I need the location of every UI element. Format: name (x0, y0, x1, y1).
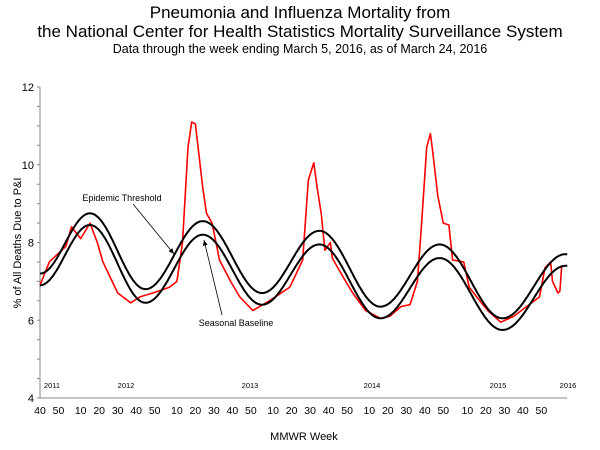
epidemic-threshold-arrow (132, 203, 175, 255)
y-tick-label: 12 (22, 82, 34, 94)
x-tick-label: 30 (208, 405, 220, 417)
year-label: 2011 (44, 381, 60, 390)
series-pi-mortality-line (39, 121, 563, 323)
x-tick-label: 30 (304, 405, 316, 417)
x-tick-label: 10 (171, 405, 183, 417)
y-tick-label: 10 (22, 160, 34, 172)
annotation-epidemic-threshold: Epidemic Threshold (82, 193, 161, 203)
x-axis-label: MMWR Week (270, 431, 338, 443)
x-tick-label: 40 (419, 405, 431, 417)
x-tick-label: 30 (112, 405, 124, 417)
x-tick-label: 20 (382, 405, 394, 417)
y-tick-label: 8 (28, 238, 34, 250)
x-tick-label: 50 (536, 405, 548, 417)
x-tick-label: 20 (480, 405, 492, 417)
x-tick-label: 10 (462, 405, 474, 417)
chart-subtitle: Data through the week ending March 5, 20… (112, 42, 488, 56)
x-tick-label: 30 (499, 405, 511, 417)
seasonal-baseline-arrow (202, 239, 223, 316)
year-label: 2014 (364, 381, 381, 390)
x-tick-label: 50 (341, 405, 353, 417)
x-tick-label: 10 (267, 405, 279, 417)
x-tick-label: 40 (323, 405, 335, 417)
x-tick-label: 50 (437, 405, 449, 417)
x-tick-label: 50 (245, 405, 257, 417)
x-tick-label: 50 (149, 405, 161, 417)
x-tick-label: 10 (363, 405, 375, 417)
x-tick-label: 40 (227, 405, 239, 417)
year-label: 2013 (242, 381, 259, 390)
x-tick-label: 10 (75, 405, 87, 417)
x-tick-label: 40 (517, 405, 529, 417)
annotation-seasonal-baseline: Seasonal Baseline (199, 318, 274, 328)
x-tick-label: 20 (286, 405, 298, 417)
x-tick-label: 20 (190, 405, 202, 417)
series-seasonal-baseline-line (39, 224, 568, 331)
y-axis-label: % of All Deaths Due to P&I (12, 178, 24, 309)
x-tick-label: 40 (130, 405, 142, 417)
x-tick-label: 50 (53, 405, 65, 417)
year-label: 2016 (560, 381, 577, 390)
y-tick-label: 6 (28, 315, 34, 327)
year-label: 2015 (490, 381, 507, 390)
series-epidemic-threshold-line (39, 212, 568, 320)
chart-title-line2: the National Center for Health Statistic… (37, 22, 563, 41)
y-tick-label: 4 (28, 393, 34, 405)
x-tick-label: 40 (34, 405, 46, 417)
chart-title: Pneumonia and Influenza Mortality from (149, 3, 451, 22)
x-tick-label: 20 (93, 405, 105, 417)
year-label: 2012 (118, 381, 135, 390)
x-tick-label: 30 (400, 405, 412, 417)
